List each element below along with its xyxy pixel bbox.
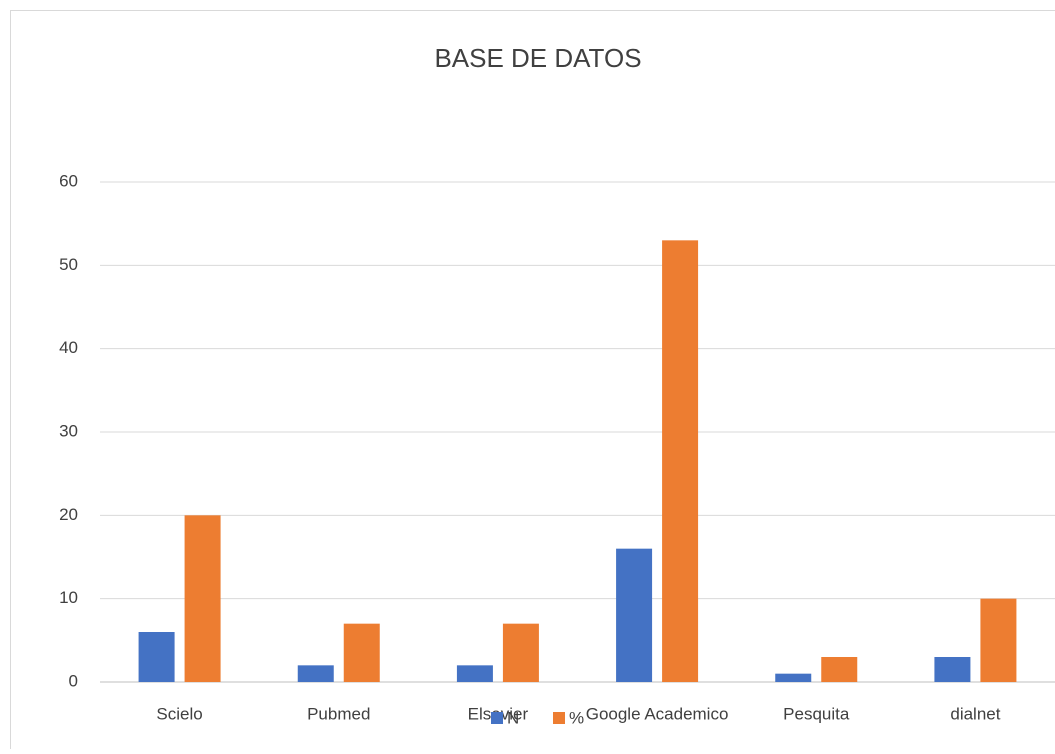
chart-title: BASE DE DATOS [434, 43, 641, 73]
bar [298, 665, 334, 682]
legend-label: N [507, 708, 519, 727]
y-tick-label: 10 [59, 588, 78, 607]
legend-swatch [491, 712, 503, 724]
bar [457, 665, 493, 682]
bar [344, 624, 380, 682]
bar [616, 549, 652, 682]
legend-label: % [569, 708, 584, 727]
y-tick-label: 50 [59, 255, 78, 274]
x-tick-label: Google Academico [586, 704, 729, 723]
x-tick-label: Pubmed [307, 704, 370, 723]
y-tick-label: 20 [59, 505, 78, 524]
legend-swatch [553, 712, 565, 724]
y-tick-label: 60 [59, 171, 78, 190]
x-tick-label: Pesquita [783, 704, 850, 723]
bar [185, 515, 221, 682]
bar [139, 632, 175, 682]
bar [821, 657, 857, 682]
y-tick-label: 30 [59, 421, 78, 440]
bar [503, 624, 539, 682]
y-tick-label: 0 [69, 671, 78, 690]
bar [980, 599, 1016, 682]
bar [934, 657, 970, 682]
y-tick-label: 40 [59, 338, 78, 357]
x-tick-label: Scielo [156, 704, 202, 723]
bar [775, 674, 811, 682]
bar [662, 240, 698, 682]
x-tick-label: dialnet [950, 704, 1000, 723]
